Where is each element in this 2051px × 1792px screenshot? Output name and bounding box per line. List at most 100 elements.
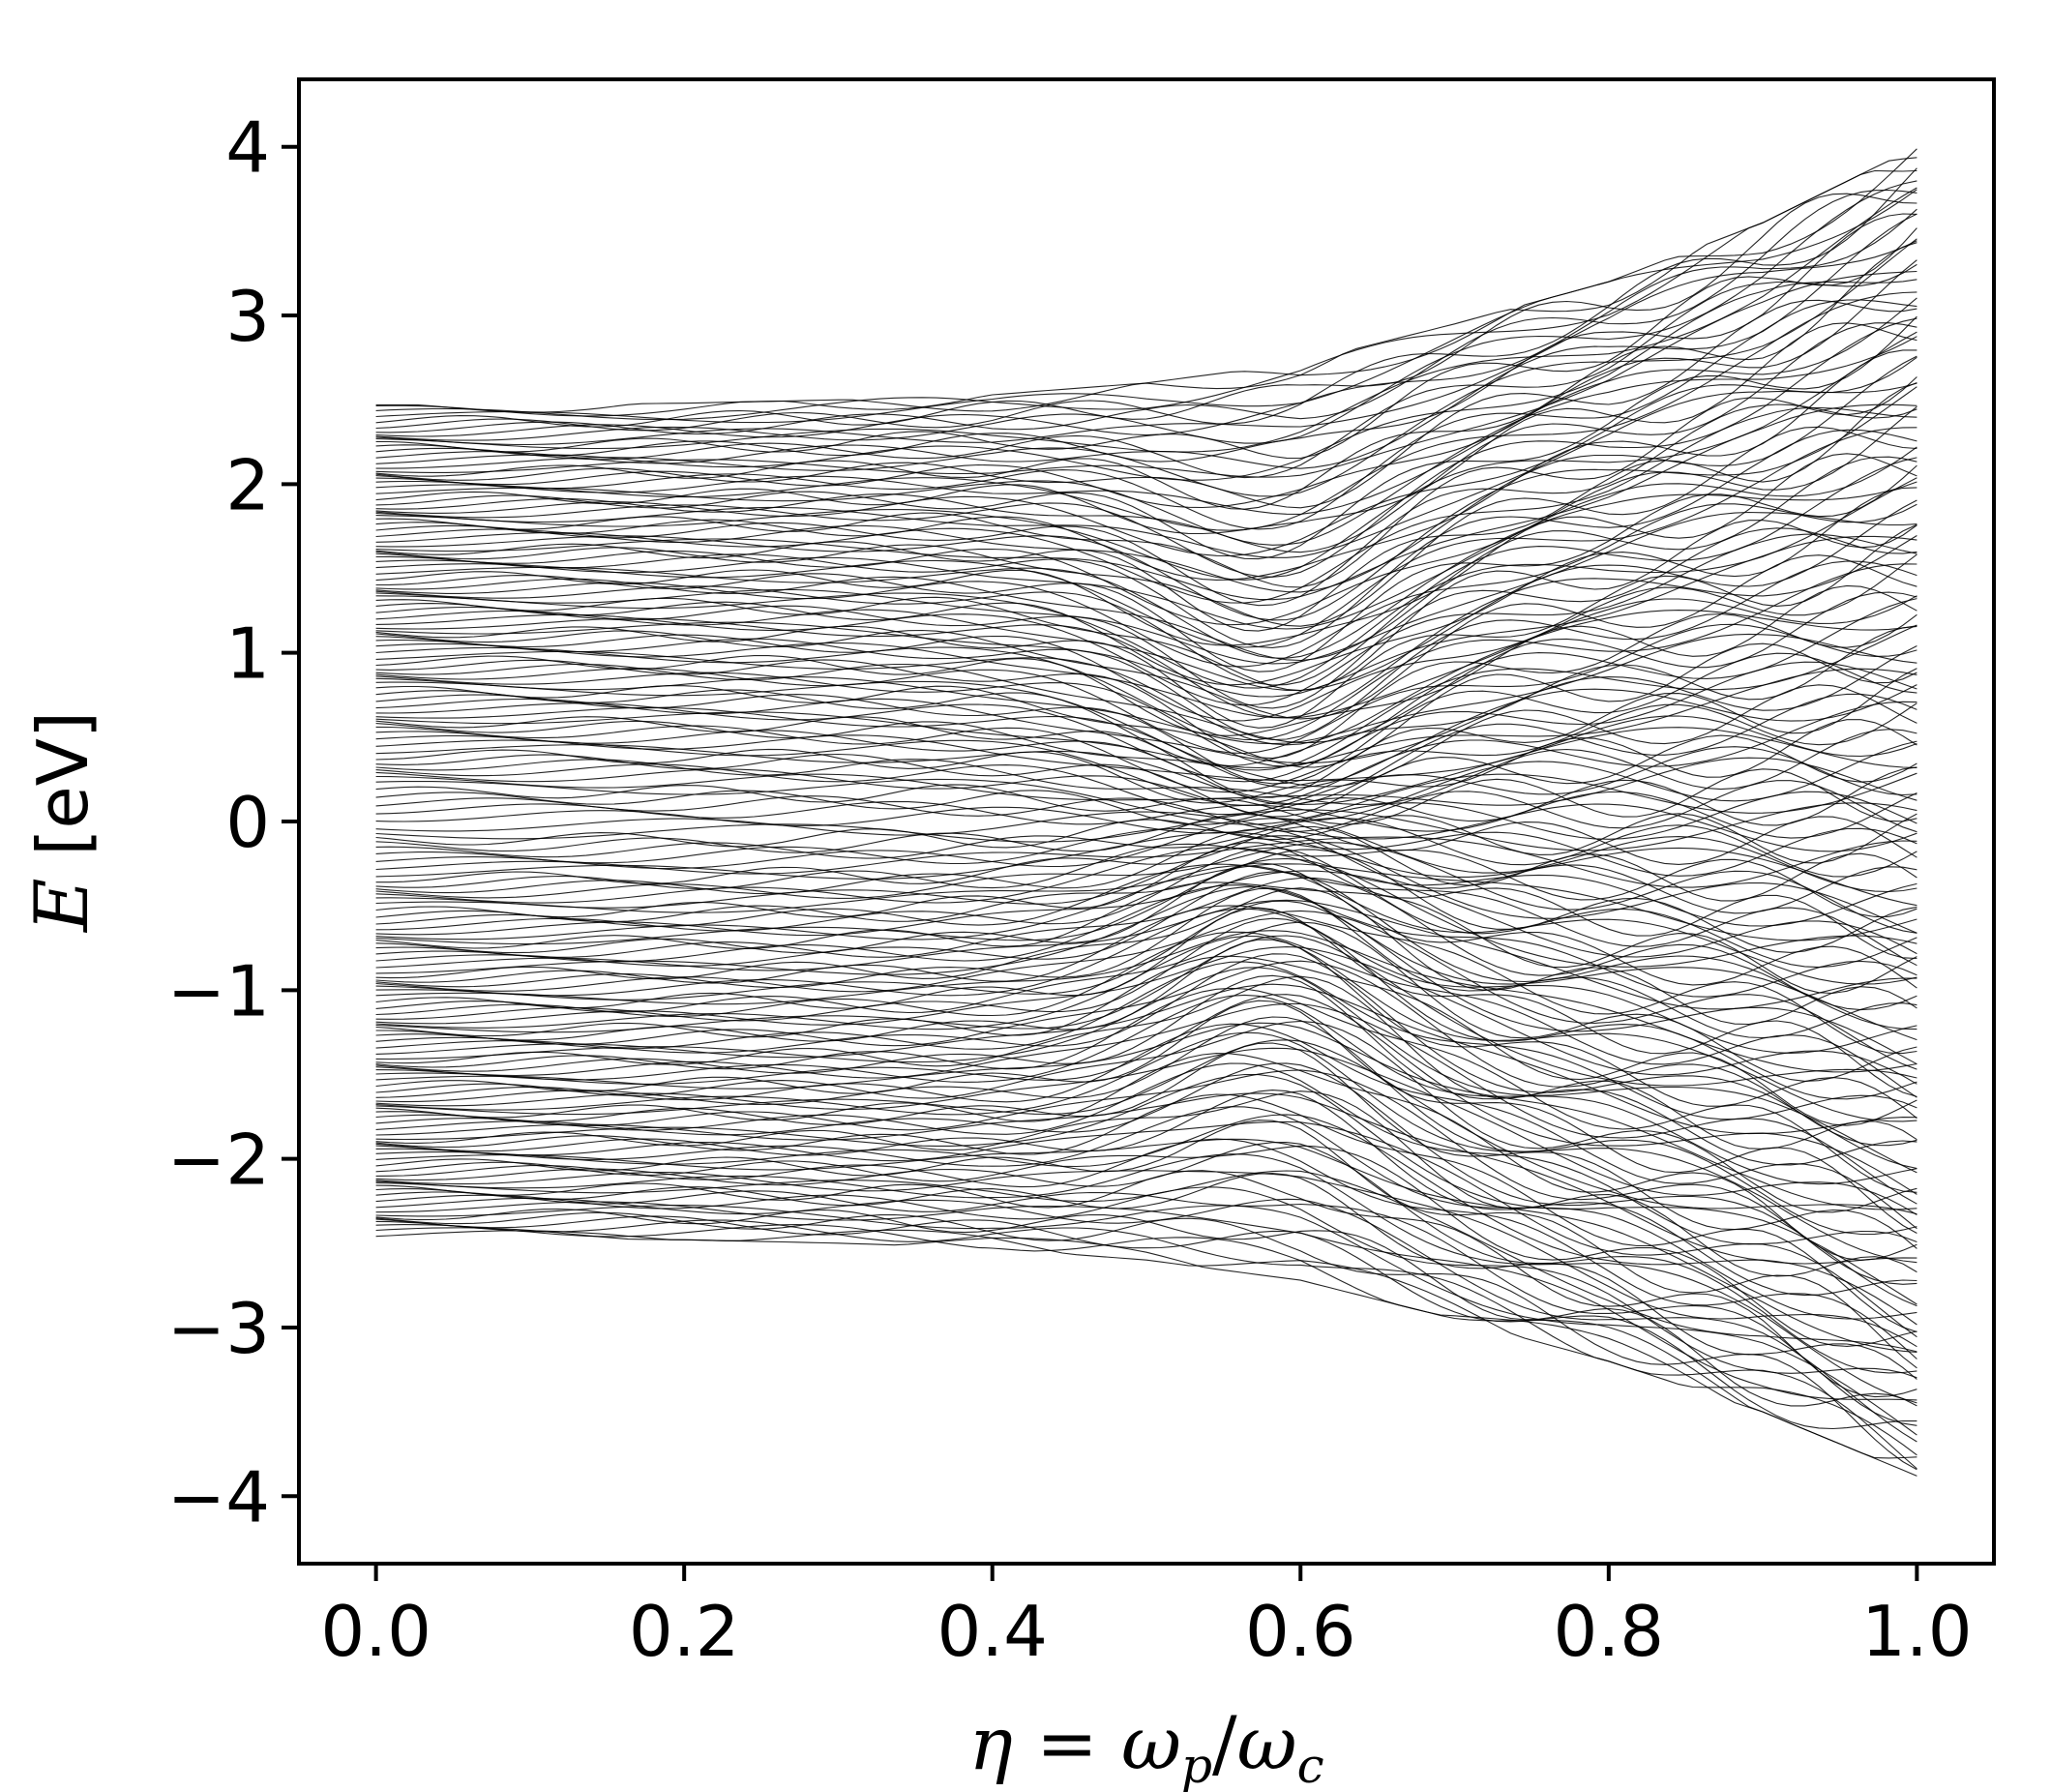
- energy-level-line: [375, 772, 1917, 825]
- y-label-symbol: E: [18, 879, 104, 934]
- energy-level-line: [375, 935, 1917, 1122]
- energy-level-line: [375, 453, 1917, 646]
- energy-level-line: [375, 862, 1917, 989]
- energy-level-line: [375, 403, 1917, 607]
- energy-level-line: [375, 818, 1917, 893]
- energy-level-line: [375, 1031, 1917, 1264]
- energy-level-line: [375, 884, 1917, 998]
- energy-level-line: [375, 297, 1917, 515]
- energy-level-line: [375, 825, 1917, 902]
- energy-level-line: [375, 827, 1917, 877]
- energy-level-line: [375, 642, 1917, 768]
- energy-level-line: [375, 167, 1917, 432]
- energy-level-line: [375, 975, 1917, 1150]
- energy-level-line: [375, 1120, 1917, 1369]
- x-tick-label: 0.4: [936, 1591, 1048, 1672]
- energy-level-line: [375, 768, 1917, 825]
- energy-level-line: [375, 881, 1917, 995]
- energy-level-line: [375, 661, 1917, 783]
- energy-level-line: [375, 719, 1917, 804]
- x-tick-label: 0.0: [320, 1591, 431, 1672]
- energy-level-line: [375, 917, 1917, 1100]
- y-tick-label: −3: [167, 1288, 270, 1369]
- energy-level-line: [375, 349, 1917, 581]
- energy-level-line: [375, 477, 1917, 689]
- energy-level-line: [375, 503, 1917, 668]
- energy-level-line: [375, 355, 1917, 593]
- energy-level-line: [375, 961, 1917, 1120]
- x-label-sub-p: p: [1181, 1738, 1212, 1792]
- energy-level-line: [375, 994, 1917, 1185]
- energy-level-line: [375, 847, 1917, 927]
- energy-level-line: [375, 331, 1917, 581]
- x-axis-label: η = ωp/ωc: [968, 1700, 1323, 1792]
- energy-level-line: [375, 315, 1917, 560]
- y-tick-label: 2: [225, 444, 270, 525]
- energy-level-line: [375, 1093, 1917, 1333]
- energy-level-line: [375, 591, 1917, 744]
- energy-level-line: [375, 831, 1917, 907]
- energy-level-line: [375, 1069, 1917, 1285]
- energy-level-line: [375, 598, 1917, 767]
- energy-level-line: [375, 481, 1917, 659]
- x-label-slash: /: [1212, 1700, 1237, 1786]
- energy-level-line: [375, 863, 1917, 967]
- energy-level-line: [375, 633, 1917, 745]
- energy-level-line: [375, 1092, 1917, 1265]
- energy-level-line: [375, 227, 1917, 460]
- energy-level-line: [375, 157, 1917, 421]
- energy-level-line: [375, 684, 1917, 788]
- energy-level-line: [375, 960, 1917, 1147]
- x-label-eq: =: [1013, 1700, 1121, 1786]
- x-tick-label: 0.6: [1245, 1591, 1356, 1672]
- energy-level-line: [375, 187, 1917, 453]
- x-label-omega-c: ω: [1237, 1700, 1297, 1786]
- energy-level-line: [375, 189, 1917, 424]
- energy-level-line: [375, 701, 1917, 806]
- energy-level-line: [375, 702, 1917, 793]
- energy-level-line: [375, 242, 1917, 510]
- energy-level-line: [375, 322, 1917, 553]
- energy-level-line: [375, 381, 1917, 632]
- energy-level-line: [375, 382, 1917, 558]
- energy-level-line: [375, 715, 1917, 782]
- energy-level-line: [375, 1090, 1917, 1277]
- energy-level-line: [375, 1219, 1917, 1470]
- energy-level-line: [375, 983, 1917, 1135]
- energy-level-line: [375, 299, 1917, 530]
- energy-level-lines: [375, 148, 1917, 1477]
- energy-level-line: [375, 802, 1917, 851]
- energy-level-line: [375, 1106, 1917, 1320]
- energy-level-line: [375, 817, 1917, 878]
- energy-level-line: [375, 610, 1917, 746]
- energy-level-line: [375, 857, 1917, 968]
- energy-level-line: [375, 291, 1917, 531]
- energy-level-line: [375, 1142, 1917, 1374]
- energy-level-line: [375, 208, 1917, 438]
- energy-level-line: [375, 1062, 1917, 1307]
- energy-level-line: [375, 863, 1917, 941]
- energy-level-line: [375, 1114, 1917, 1326]
- energy-level-line: [375, 1022, 1917, 1210]
- energy-level-line: [375, 1002, 1917, 1205]
- energy-level-line: [375, 1062, 1917, 1245]
- energy-level-line: [375, 427, 1917, 648]
- energy-level-line: [375, 953, 1917, 1170]
- energy-level-line: [375, 464, 1917, 672]
- energy-level-line: [375, 813, 1917, 865]
- energy-level-line: [375, 446, 1917, 630]
- energy-level-line: [375, 1227, 1917, 1456]
- energy-level-line: [375, 625, 1917, 767]
- energy-level-line: [375, 907, 1917, 1097]
- energy-level-line: [375, 757, 1917, 806]
- y-tick-label: −4: [167, 1456, 270, 1538]
- energy-level-line: [375, 169, 1917, 413]
- energy-level-line: [375, 847, 1917, 969]
- energy-level-line: [375, 908, 1917, 1054]
- energy-level-line: [375, 877, 1917, 1011]
- energy-level-line: [375, 843, 1917, 918]
- energy-level-line: [375, 746, 1917, 816]
- energy-level-line: [375, 535, 1917, 698]
- energy-level-line: [375, 1073, 1917, 1305]
